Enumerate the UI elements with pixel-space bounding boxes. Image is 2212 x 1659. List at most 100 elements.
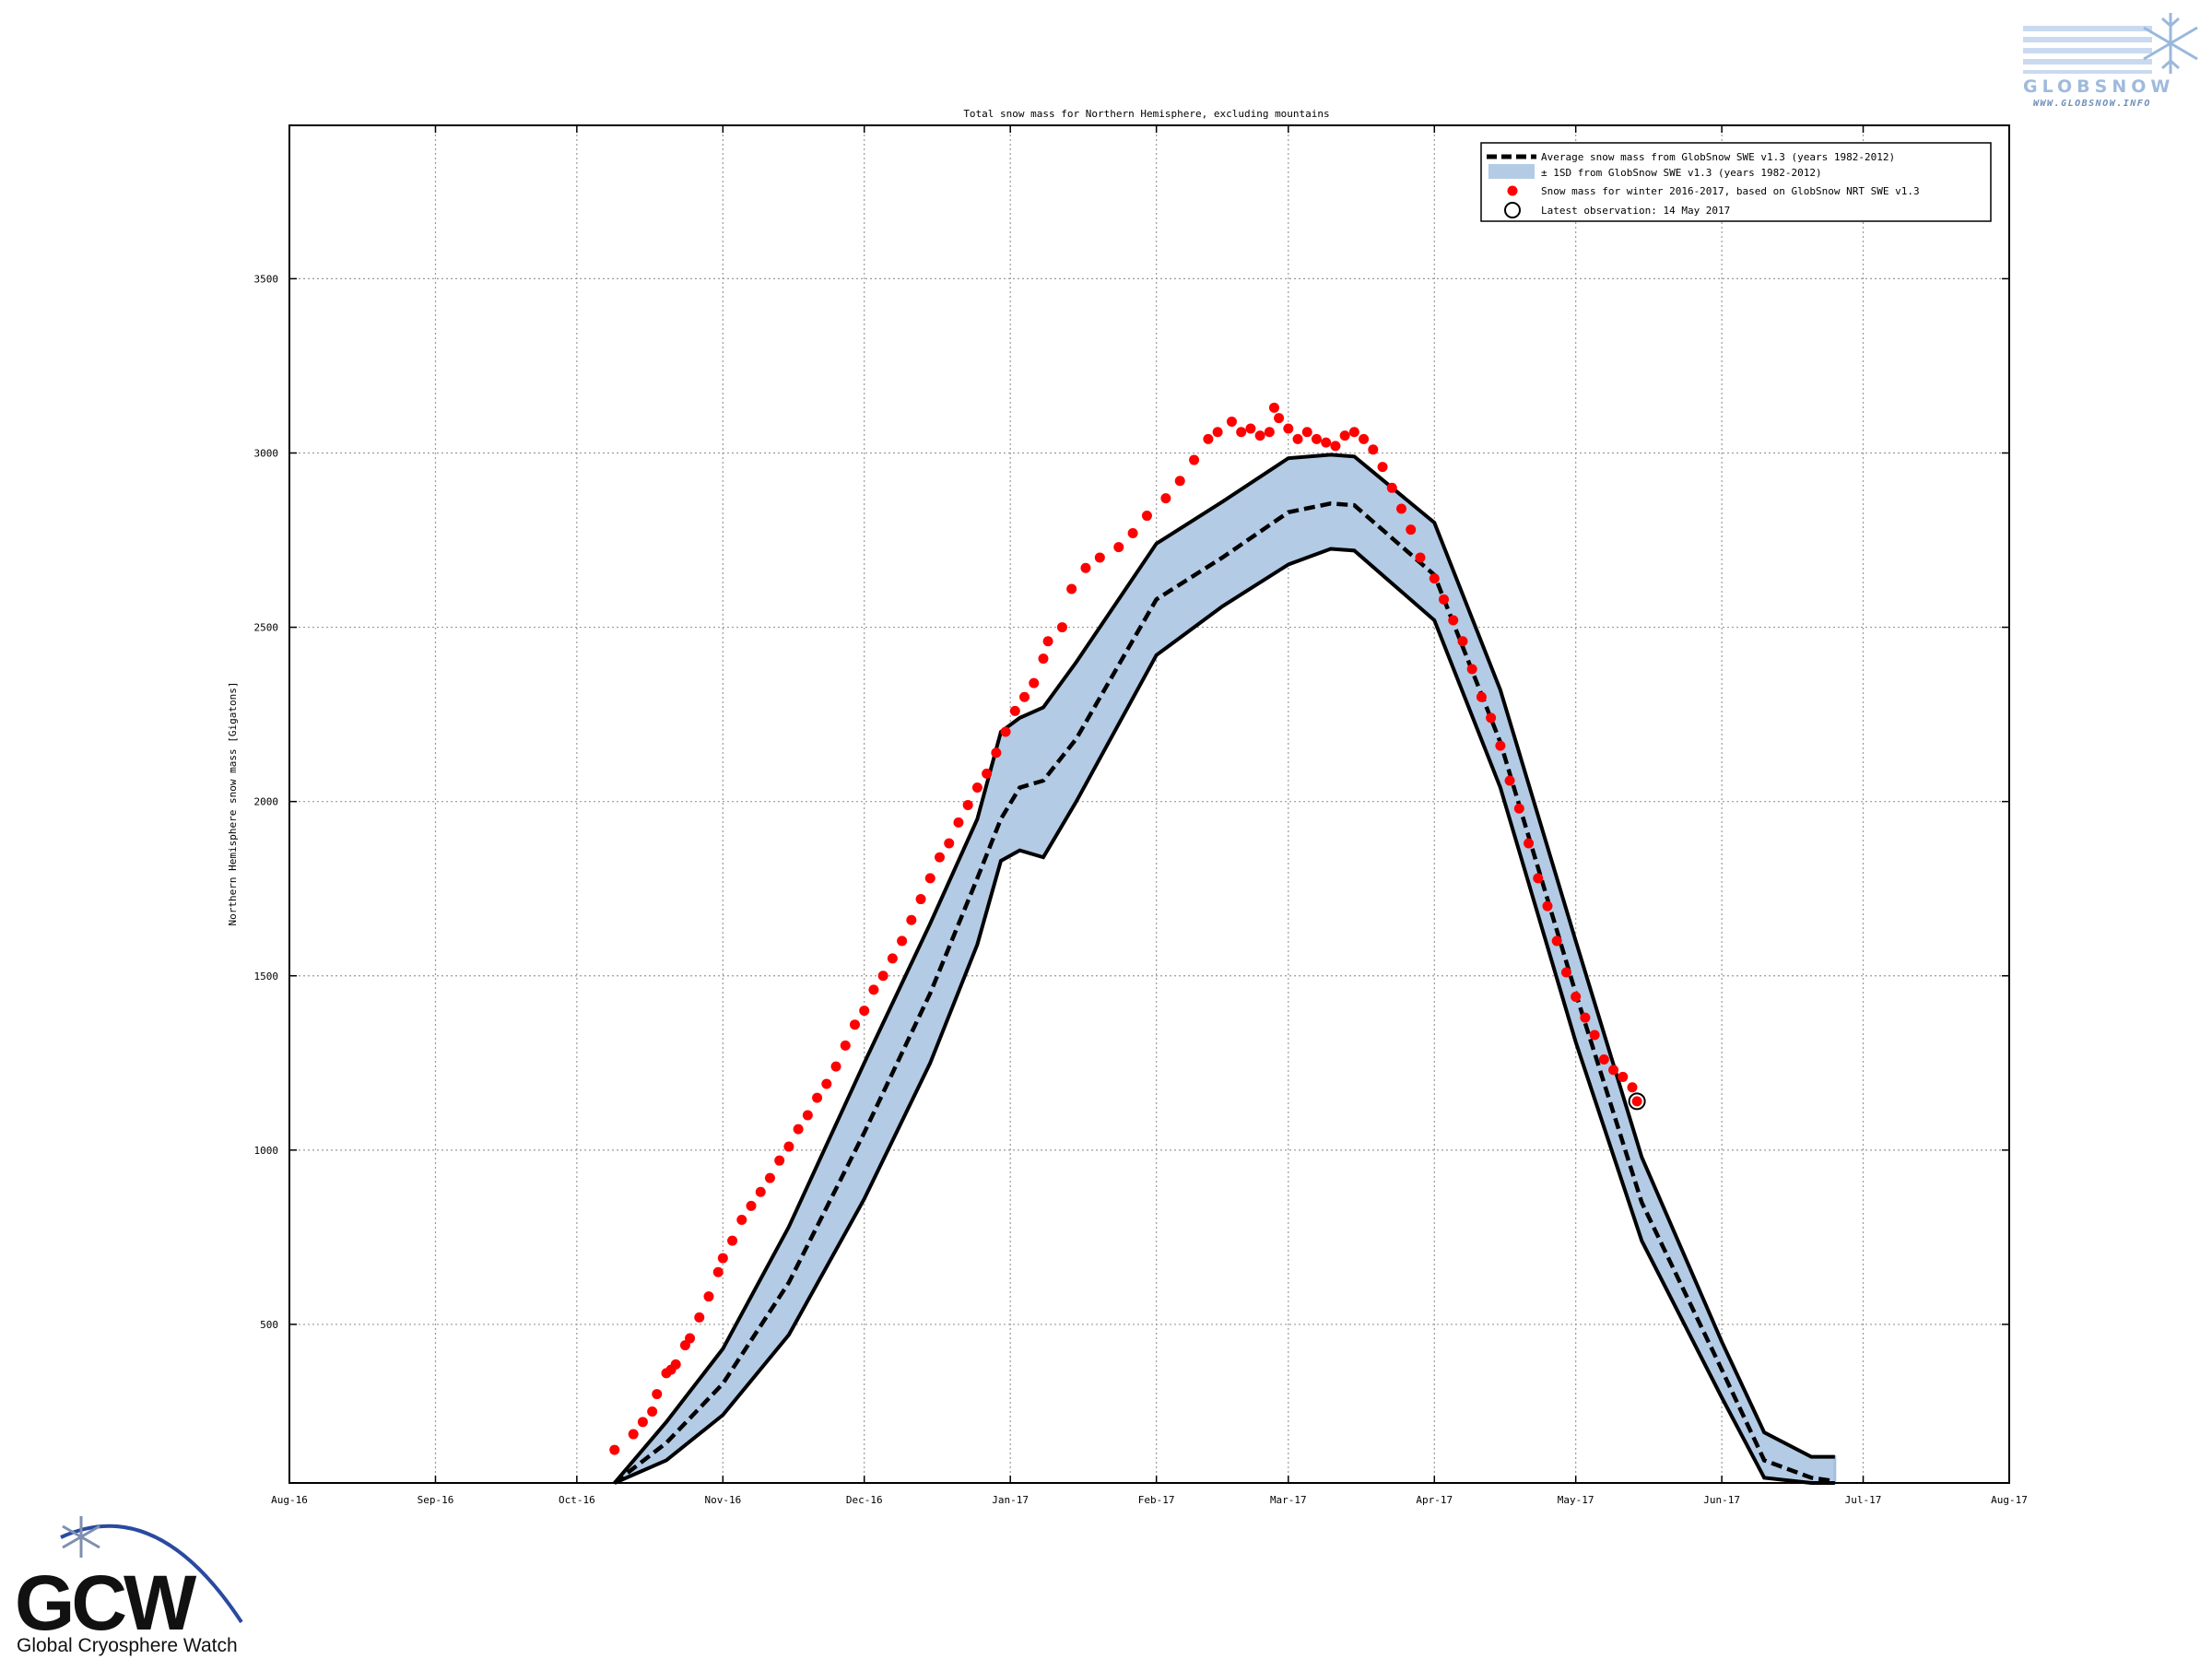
observation-point [1038, 653, 1049, 665]
observation-point [1160, 493, 1171, 504]
observation-point [1056, 622, 1067, 633]
observation-point [727, 1235, 738, 1246]
observation-point [670, 1359, 681, 1370]
observation-point [1264, 427, 1275, 438]
observation-point [1212, 427, 1223, 438]
observation-point [1348, 427, 1359, 438]
gcw-logo-text: GCW [15, 1559, 197, 1646]
observation-point [1439, 594, 1450, 605]
observation-point [1448, 615, 1459, 626]
x-tick-label: Jul-17 [1845, 1494, 1882, 1506]
plot-area [289, 125, 2009, 1483]
y-tick-label: 500 [260, 1319, 278, 1331]
gcw-subtitle: Global Cryosphere Watch [17, 1635, 238, 1656]
observation-point [746, 1200, 757, 1211]
snowflake-icon [2143, 13, 2198, 74]
observation-point [1321, 437, 1332, 448]
legend-label-latest: Latest observation: 14 May 2017 [1541, 205, 1730, 217]
observation-point [1254, 430, 1265, 441]
observation-point [830, 1061, 841, 1072]
globsnow-logo: GLOBSNOW WWW.GLOBSNOW.INFO [2023, 13, 2198, 109]
observation-point [1608, 1065, 1619, 1076]
observation-point [849, 1019, 860, 1030]
legend-label-observed: Snow mass for winter 2016-2017, based on… [1541, 185, 1920, 197]
x-tick-label: Jan-17 [992, 1494, 1029, 1506]
sd-lower-line [613, 547, 1835, 1485]
observation-point [991, 747, 1002, 759]
observation-point [887, 953, 898, 964]
series-lines [613, 453, 1836, 1485]
observation-point [821, 1078, 832, 1089]
observation-point [609, 1444, 620, 1455]
observation-point [1292, 433, 1303, 444]
y-tick-label: 1000 [254, 1145, 279, 1157]
x-tick-label: Nov-16 [704, 1494, 741, 1506]
x-tick-label: Jun-17 [1703, 1494, 1740, 1506]
gcw-swoosh [60, 1524, 243, 1624]
observation-point [1598, 1054, 1609, 1065]
observation-point [1504, 775, 1515, 786]
y-tick-label: 3500 [254, 273, 279, 285]
observation-point [703, 1291, 714, 1302]
observation-point [1113, 542, 1124, 553]
observation-point [840, 1040, 851, 1051]
observation-points [609, 402, 1646, 1455]
observation-point [1009, 705, 1020, 716]
observation-point [868, 984, 879, 995]
observation-point [1359, 433, 1370, 444]
y-tick-label: 3000 [254, 447, 279, 459]
observation-point [637, 1417, 648, 1428]
observation-point [647, 1406, 658, 1417]
observation-point [1457, 636, 1468, 647]
observation-point [774, 1155, 785, 1166]
observation-point [982, 768, 993, 779]
x-tick-label: Oct-16 [559, 1494, 595, 1506]
observation-point [897, 935, 908, 947]
average-line [613, 501, 1836, 1485]
observation-point [1631, 1096, 1642, 1107]
observation-point [1533, 873, 1544, 884]
observation-point [1415, 552, 1426, 563]
observation-point [1189, 454, 1200, 465]
observation-point [1339, 430, 1350, 441]
observation-point [1236, 427, 1247, 438]
x-tick-label: Aug-16 [271, 1494, 308, 1506]
observation-point [685, 1333, 696, 1344]
snowflake-icon [62, 1516, 100, 1558]
observation-point [1283, 423, 1294, 434]
observation-point [1476, 691, 1487, 702]
observation-point [915, 894, 926, 905]
observation-point [1551, 935, 1562, 947]
observation-point [1330, 441, 1341, 452]
observation-point [1396, 503, 1407, 514]
observation-point [924, 873, 935, 884]
observation-point [793, 1124, 804, 1135]
observation-point [1542, 900, 1553, 912]
observation-point [802, 1110, 813, 1121]
observation-point [971, 782, 982, 794]
observation-point [1571, 991, 1582, 1002]
observation-point [717, 1253, 728, 1264]
plot-frame [288, 124, 2010, 1484]
observation-point [1000, 726, 1011, 737]
x-tick-label: May-17 [1558, 1494, 1594, 1506]
observation-point [1094, 552, 1105, 563]
sd-upper-line [613, 453, 1835, 1485]
legend-label-average: Average snow mass from GlobSnow SWE v1.3… [1541, 151, 1895, 163]
legend-swatch-latest [1504, 202, 1521, 218]
chart-title: Total snow mass for Northern Hemisphere,… [963, 108, 1329, 120]
observation-point [736, 1214, 747, 1225]
x-tick-label: Apr-17 [1416, 1494, 1453, 1506]
y-tick-label: 1500 [254, 971, 279, 982]
x-tick-label: Dec-16 [846, 1494, 883, 1506]
observation-point [1066, 583, 1077, 594]
observation-point [877, 971, 888, 982]
observation-point [944, 838, 955, 849]
observation-point [1226, 416, 1237, 427]
y-tick-label: 2000 [254, 796, 279, 808]
observation-point [1486, 712, 1497, 724]
observation-point [694, 1312, 705, 1323]
legend-box [1480, 142, 1992, 222]
observation-point [1466, 664, 1477, 675]
